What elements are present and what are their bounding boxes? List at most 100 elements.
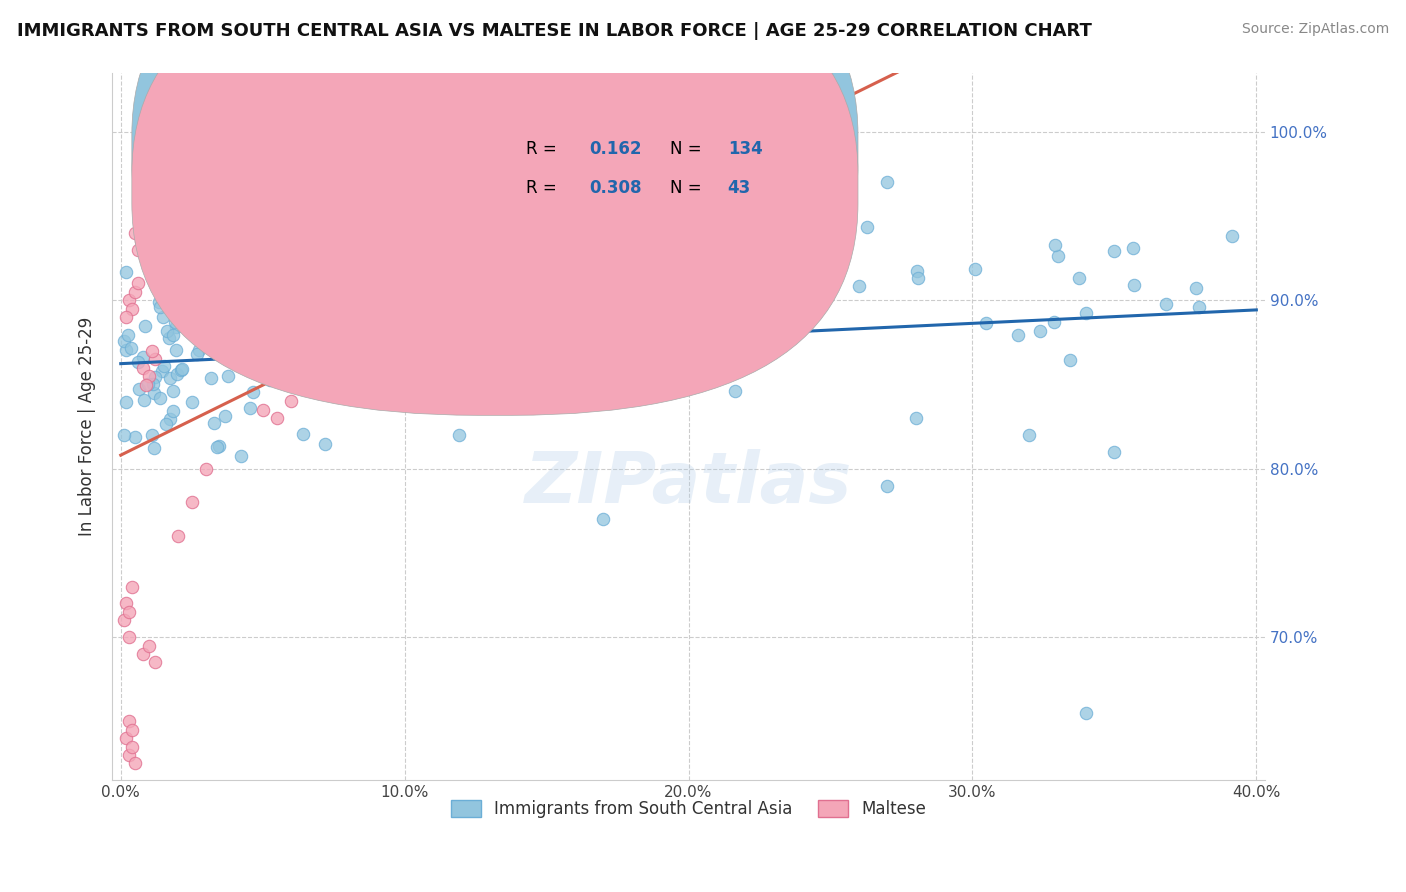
Point bbox=[307, 310, 329, 325]
Point bbox=[1104, 445, 1126, 459]
Point bbox=[186, 347, 208, 361]
Point bbox=[162, 403, 184, 417]
Point bbox=[148, 256, 170, 270]
Text: ZIPatlas: ZIPatlas bbox=[524, 449, 852, 517]
Point bbox=[143, 125, 166, 139]
Point bbox=[117, 327, 139, 342]
Point bbox=[142, 441, 165, 455]
Point bbox=[188, 343, 211, 358]
Point bbox=[336, 377, 359, 392]
FancyBboxPatch shape bbox=[458, 126, 752, 214]
Point bbox=[1018, 428, 1040, 442]
Point bbox=[184, 300, 207, 314]
Text: IMMIGRANTS FROM SOUTH CENTRAL ASIA VS MALTESE IN LABOR FORCE | AGE 25-29 CORRELA: IMMIGRANTS FROM SOUTH CENTRAL ASIA VS MA… bbox=[17, 22, 1091, 40]
Point bbox=[149, 301, 172, 315]
Point bbox=[156, 325, 179, 339]
Point bbox=[208, 439, 231, 453]
Point bbox=[202, 416, 225, 430]
Point bbox=[1102, 244, 1125, 259]
Point bbox=[197, 291, 219, 305]
Point bbox=[115, 731, 138, 746]
Point bbox=[128, 382, 150, 396]
Point bbox=[235, 283, 257, 297]
Point bbox=[155, 417, 177, 432]
Point bbox=[165, 315, 187, 329]
Point bbox=[118, 714, 141, 729]
Point bbox=[905, 264, 928, 278]
FancyBboxPatch shape bbox=[132, 0, 858, 376]
Point bbox=[974, 316, 997, 330]
Text: Source: ZipAtlas.com: Source: ZipAtlas.com bbox=[1241, 22, 1389, 37]
FancyBboxPatch shape bbox=[132, 0, 858, 416]
Point bbox=[150, 364, 173, 378]
Point bbox=[135, 377, 157, 392]
Point bbox=[266, 411, 288, 425]
Point bbox=[734, 116, 756, 130]
Point bbox=[112, 613, 135, 627]
Point bbox=[381, 283, 404, 297]
Point bbox=[876, 176, 898, 190]
Point bbox=[724, 384, 747, 398]
Point bbox=[124, 430, 146, 444]
Point bbox=[447, 428, 470, 442]
Point bbox=[132, 392, 155, 407]
Point bbox=[217, 369, 239, 384]
Point bbox=[280, 368, 302, 383]
Point bbox=[127, 355, 149, 369]
Point bbox=[1074, 706, 1097, 720]
Point bbox=[134, 318, 156, 333]
Point bbox=[326, 346, 349, 360]
Point bbox=[114, 394, 136, 409]
Point bbox=[201, 332, 224, 346]
Point bbox=[165, 343, 187, 357]
Point bbox=[198, 310, 221, 325]
Text: N =: N = bbox=[671, 179, 707, 197]
Point bbox=[711, 326, 734, 341]
Point bbox=[1043, 315, 1066, 329]
Point bbox=[382, 374, 405, 388]
Point bbox=[214, 409, 236, 423]
Point bbox=[157, 330, 180, 344]
Point bbox=[1154, 297, 1177, 311]
Point bbox=[848, 278, 870, 293]
Point bbox=[200, 311, 222, 326]
Point bbox=[115, 343, 138, 357]
Point bbox=[292, 237, 315, 252]
Point bbox=[1074, 306, 1097, 320]
Point bbox=[165, 320, 187, 334]
Point bbox=[120, 341, 142, 355]
Point bbox=[138, 369, 160, 384]
Text: 0.308: 0.308 bbox=[589, 179, 643, 197]
Point bbox=[321, 362, 343, 376]
Point bbox=[153, 359, 176, 374]
Point bbox=[285, 326, 308, 341]
Point bbox=[1059, 353, 1081, 368]
Point bbox=[481, 329, 503, 343]
Point bbox=[299, 316, 322, 330]
Point bbox=[780, 293, 803, 307]
Point bbox=[277, 255, 299, 269]
Point bbox=[121, 301, 143, 316]
Point bbox=[118, 630, 141, 644]
Point bbox=[256, 348, 278, 362]
Point bbox=[420, 340, 443, 354]
Point bbox=[1047, 249, 1070, 263]
Text: R =: R = bbox=[526, 140, 562, 158]
Point bbox=[229, 449, 252, 463]
Point bbox=[200, 337, 222, 351]
Point bbox=[170, 361, 193, 376]
Point bbox=[524, 345, 547, 359]
Point bbox=[166, 368, 188, 382]
Point bbox=[166, 529, 188, 543]
Point bbox=[200, 371, 222, 385]
Point bbox=[159, 371, 181, 385]
Text: 0.162: 0.162 bbox=[589, 140, 643, 158]
Point bbox=[592, 512, 614, 526]
Point bbox=[876, 478, 898, 492]
Point bbox=[904, 411, 927, 425]
Point bbox=[152, 310, 174, 325]
Point bbox=[398, 320, 420, 334]
Point bbox=[669, 317, 692, 331]
Point bbox=[297, 286, 319, 301]
Point bbox=[136, 376, 159, 391]
